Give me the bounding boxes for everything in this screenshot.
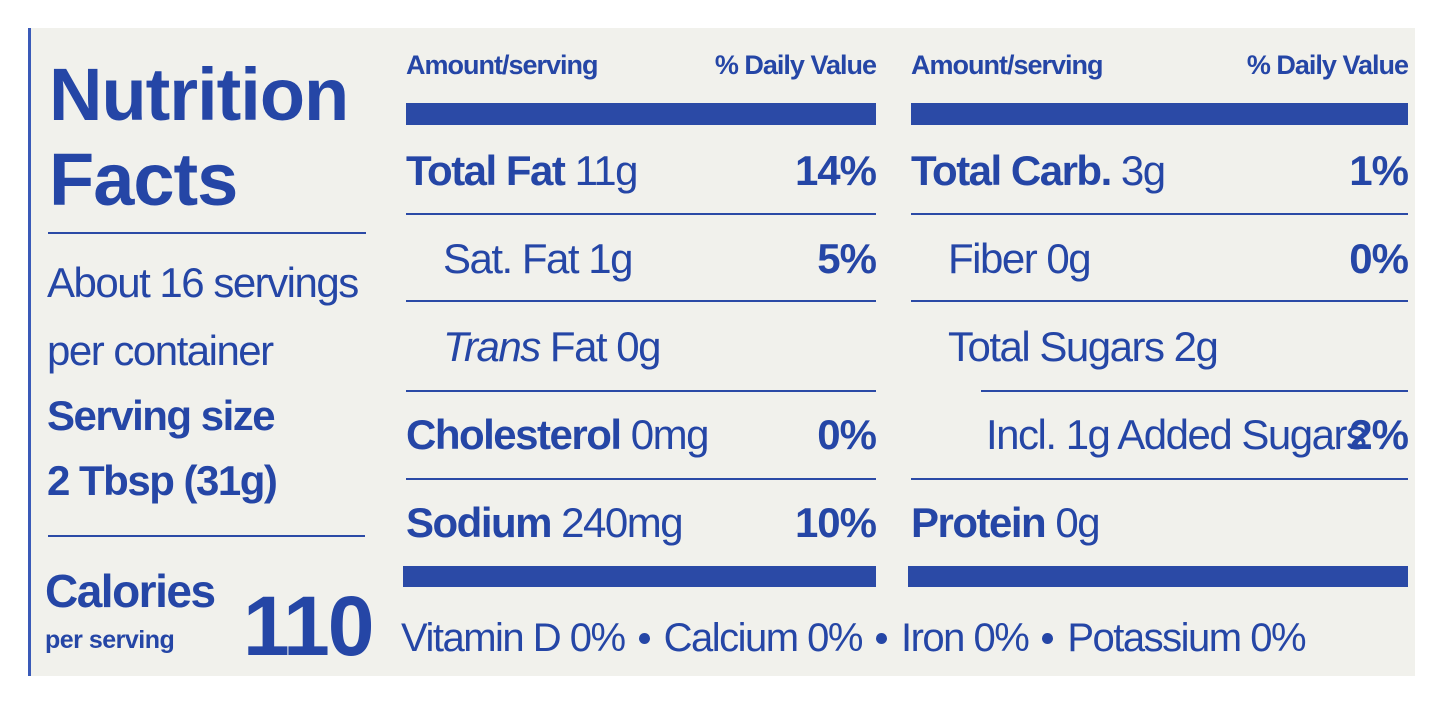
bullet <box>876 632 887 644</box>
nutrient-name: Total Fat <box>406 147 566 194</box>
rule <box>911 300 1408 302</box>
rule <box>48 535 365 537</box>
nutrient-name: Fiber <box>948 235 1038 282</box>
nutrient-amount: 2g <box>1173 323 1219 370</box>
nutrient-amount: 0g <box>1055 499 1100 546</box>
nutrient-row: Incl. 1g Added Sugars <box>986 411 1367 458</box>
nutrient-name: Sat. Fat <box>443 235 580 282</box>
nutrient-name: Sodium <box>406 499 553 546</box>
header-dv: % Daily Value <box>714 50 877 80</box>
nutrition-label: Nutrition Facts About 16 servings per conta… <box>28 28 1415 676</box>
rule <box>406 103 876 125</box>
header-dv: % Daily Value <box>1246 50 1409 80</box>
calories-value: 110 <box>243 579 375 673</box>
nutrient-name: Trans <box>443 323 541 370</box>
nutrient-row: Total Fat 11g <box>406 147 639 194</box>
title-line: Facts <box>49 138 238 221</box>
nutrient-name: Total Carb. <box>911 147 1112 194</box>
nutrient-amount: Fat 0g <box>549 323 662 370</box>
daily-value: 14% <box>794 147 877 194</box>
rule <box>911 478 1408 480</box>
rule <box>908 566 1408 587</box>
nutrient-amount: 0mg <box>630 411 710 458</box>
rule <box>911 103 1408 125</box>
nutrient-row: Sat. Fat 1g <box>443 235 633 282</box>
rule <box>981 390 1408 392</box>
nutrient-row: Fiber 0g <box>948 235 1092 282</box>
nutrient-name: Incl. 1g Added Sugars <box>986 411 1367 458</box>
nutrient-row: Total Carb. 3g <box>911 147 1166 194</box>
daily-value: 0% <box>817 411 877 458</box>
servings-text: per container <box>47 327 274 374</box>
serving-size-label: Serving size <box>47 392 276 439</box>
nutrient-amount: 240mg <box>561 499 683 546</box>
nutrient-row: Cholesterol 0mg <box>406 411 710 458</box>
calories-sublabel: per serving <box>45 626 175 654</box>
calories-label: Calories <box>45 565 216 617</box>
daily-value: 5% <box>817 235 877 282</box>
nutrient-row: Trans Fat 0g <box>443 323 662 370</box>
rule <box>406 213 876 215</box>
rule <box>403 566 876 587</box>
footer-item: Iron 0% <box>901 616 1030 660</box>
header-amount: Amount/serving <box>911 50 1104 80</box>
nutrient-amount: 11g <box>574 147 639 194</box>
nutrient-row: Protein 0g <box>911 499 1101 546</box>
footer-item: Vitamin D 0% <box>401 616 626 660</box>
bullet <box>638 632 650 644</box>
serving-size-value: 2 Tbsp (31g) <box>47 457 278 504</box>
footer-item: Potassium 0% <box>1067 616 1306 660</box>
daily-value: 10% <box>794 499 877 546</box>
nutrient-name: Protein <box>911 499 1047 546</box>
title-line: Nutrition <box>49 53 349 136</box>
servings-text: About 16 servings <box>47 259 359 306</box>
header-amount: Amount/serving <box>406 50 599 80</box>
footer-item: Calcium 0% <box>663 616 864 660</box>
nutrient-name: Total Sugars <box>948 323 1165 370</box>
nutrient-row: Sodium 240mg <box>406 499 684 546</box>
nutrient-amount: 0g <box>1046 235 1091 282</box>
nutrient-name: Cholesterol <box>406 411 622 458</box>
rule <box>911 213 1408 215</box>
rule <box>48 232 366 234</box>
daily-value: 1% <box>1349 147 1409 194</box>
rule <box>406 390 876 392</box>
rule <box>406 478 876 480</box>
nutrient-amount: 3g <box>1120 147 1166 194</box>
nutrient-row: Total Sugars 2g <box>948 323 1219 370</box>
footer-line: Vitamin D 0% Calcium 0% Iron 0% Potassium 0… <box>401 616 1307 660</box>
daily-value: 0% <box>1349 235 1409 282</box>
daily-value: 2% <box>1349 411 1409 458</box>
bullet <box>1042 632 1054 644</box>
nutrient-amount: 1g <box>588 235 633 282</box>
rule <box>406 300 876 302</box>
